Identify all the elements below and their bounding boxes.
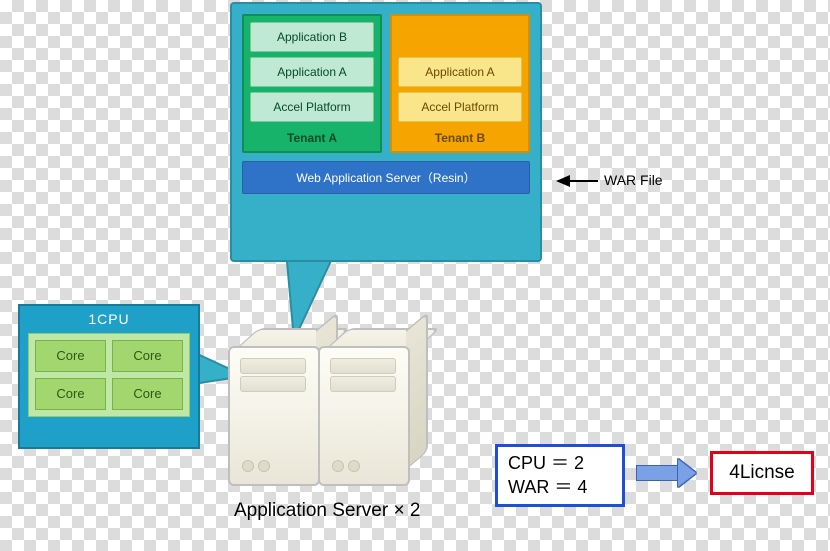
war-file-arrow-icon bbox=[556, 175, 570, 187]
tenant-b-label: Tenant B bbox=[398, 127, 522, 147]
app-server-detail-panel: Application B Application A Accel Platfo… bbox=[230, 2, 542, 262]
core-cell: Core bbox=[112, 378, 183, 410]
metric-cpu-line: CPU ＝ 2 bbox=[508, 451, 612, 475]
cores-grid: Core Core Core Core bbox=[28, 333, 190, 417]
license-box: 4Licnse bbox=[710, 451, 814, 495]
war-file-arrow-line bbox=[570, 180, 598, 182]
tenant-a-slot: Application A bbox=[250, 57, 374, 87]
web-app-server-bar: Web Application Server（Resin） bbox=[242, 161, 530, 194]
tenants-row: Application B Application A Accel Platfo… bbox=[232, 4, 540, 159]
tenant-b-box: Application A Accel Platform Tenant B bbox=[390, 14, 530, 153]
server-caption: Application Server × 2 bbox=[234, 500, 420, 522]
war-file-label: WAR File bbox=[604, 172, 663, 188]
cpu-title: 1CPU bbox=[20, 306, 198, 333]
tenant-a-slot: Application B bbox=[250, 22, 374, 52]
cpu-panel: 1CPU Core Core Core Core bbox=[18, 304, 200, 449]
server-icon bbox=[318, 322, 428, 482]
tenant-a-box: Application B Application A Accel Platfo… bbox=[242, 14, 382, 153]
core-cell: Core bbox=[35, 340, 106, 372]
tenant-b-slot: Accel Platform bbox=[398, 92, 522, 122]
result-arrow-icon bbox=[636, 459, 696, 487]
core-cell: Core bbox=[112, 340, 183, 372]
core-cell: Core bbox=[35, 378, 106, 410]
tenant-b-slot: Application A bbox=[398, 57, 522, 87]
metric-box: CPU ＝ 2 WAR ＝ 4 bbox=[495, 444, 625, 507]
tenant-a-slot: Accel Platform bbox=[250, 92, 374, 122]
metric-war-line: WAR ＝ 4 bbox=[508, 475, 612, 499]
tenant-a-label: Tenant A bbox=[250, 127, 374, 147]
